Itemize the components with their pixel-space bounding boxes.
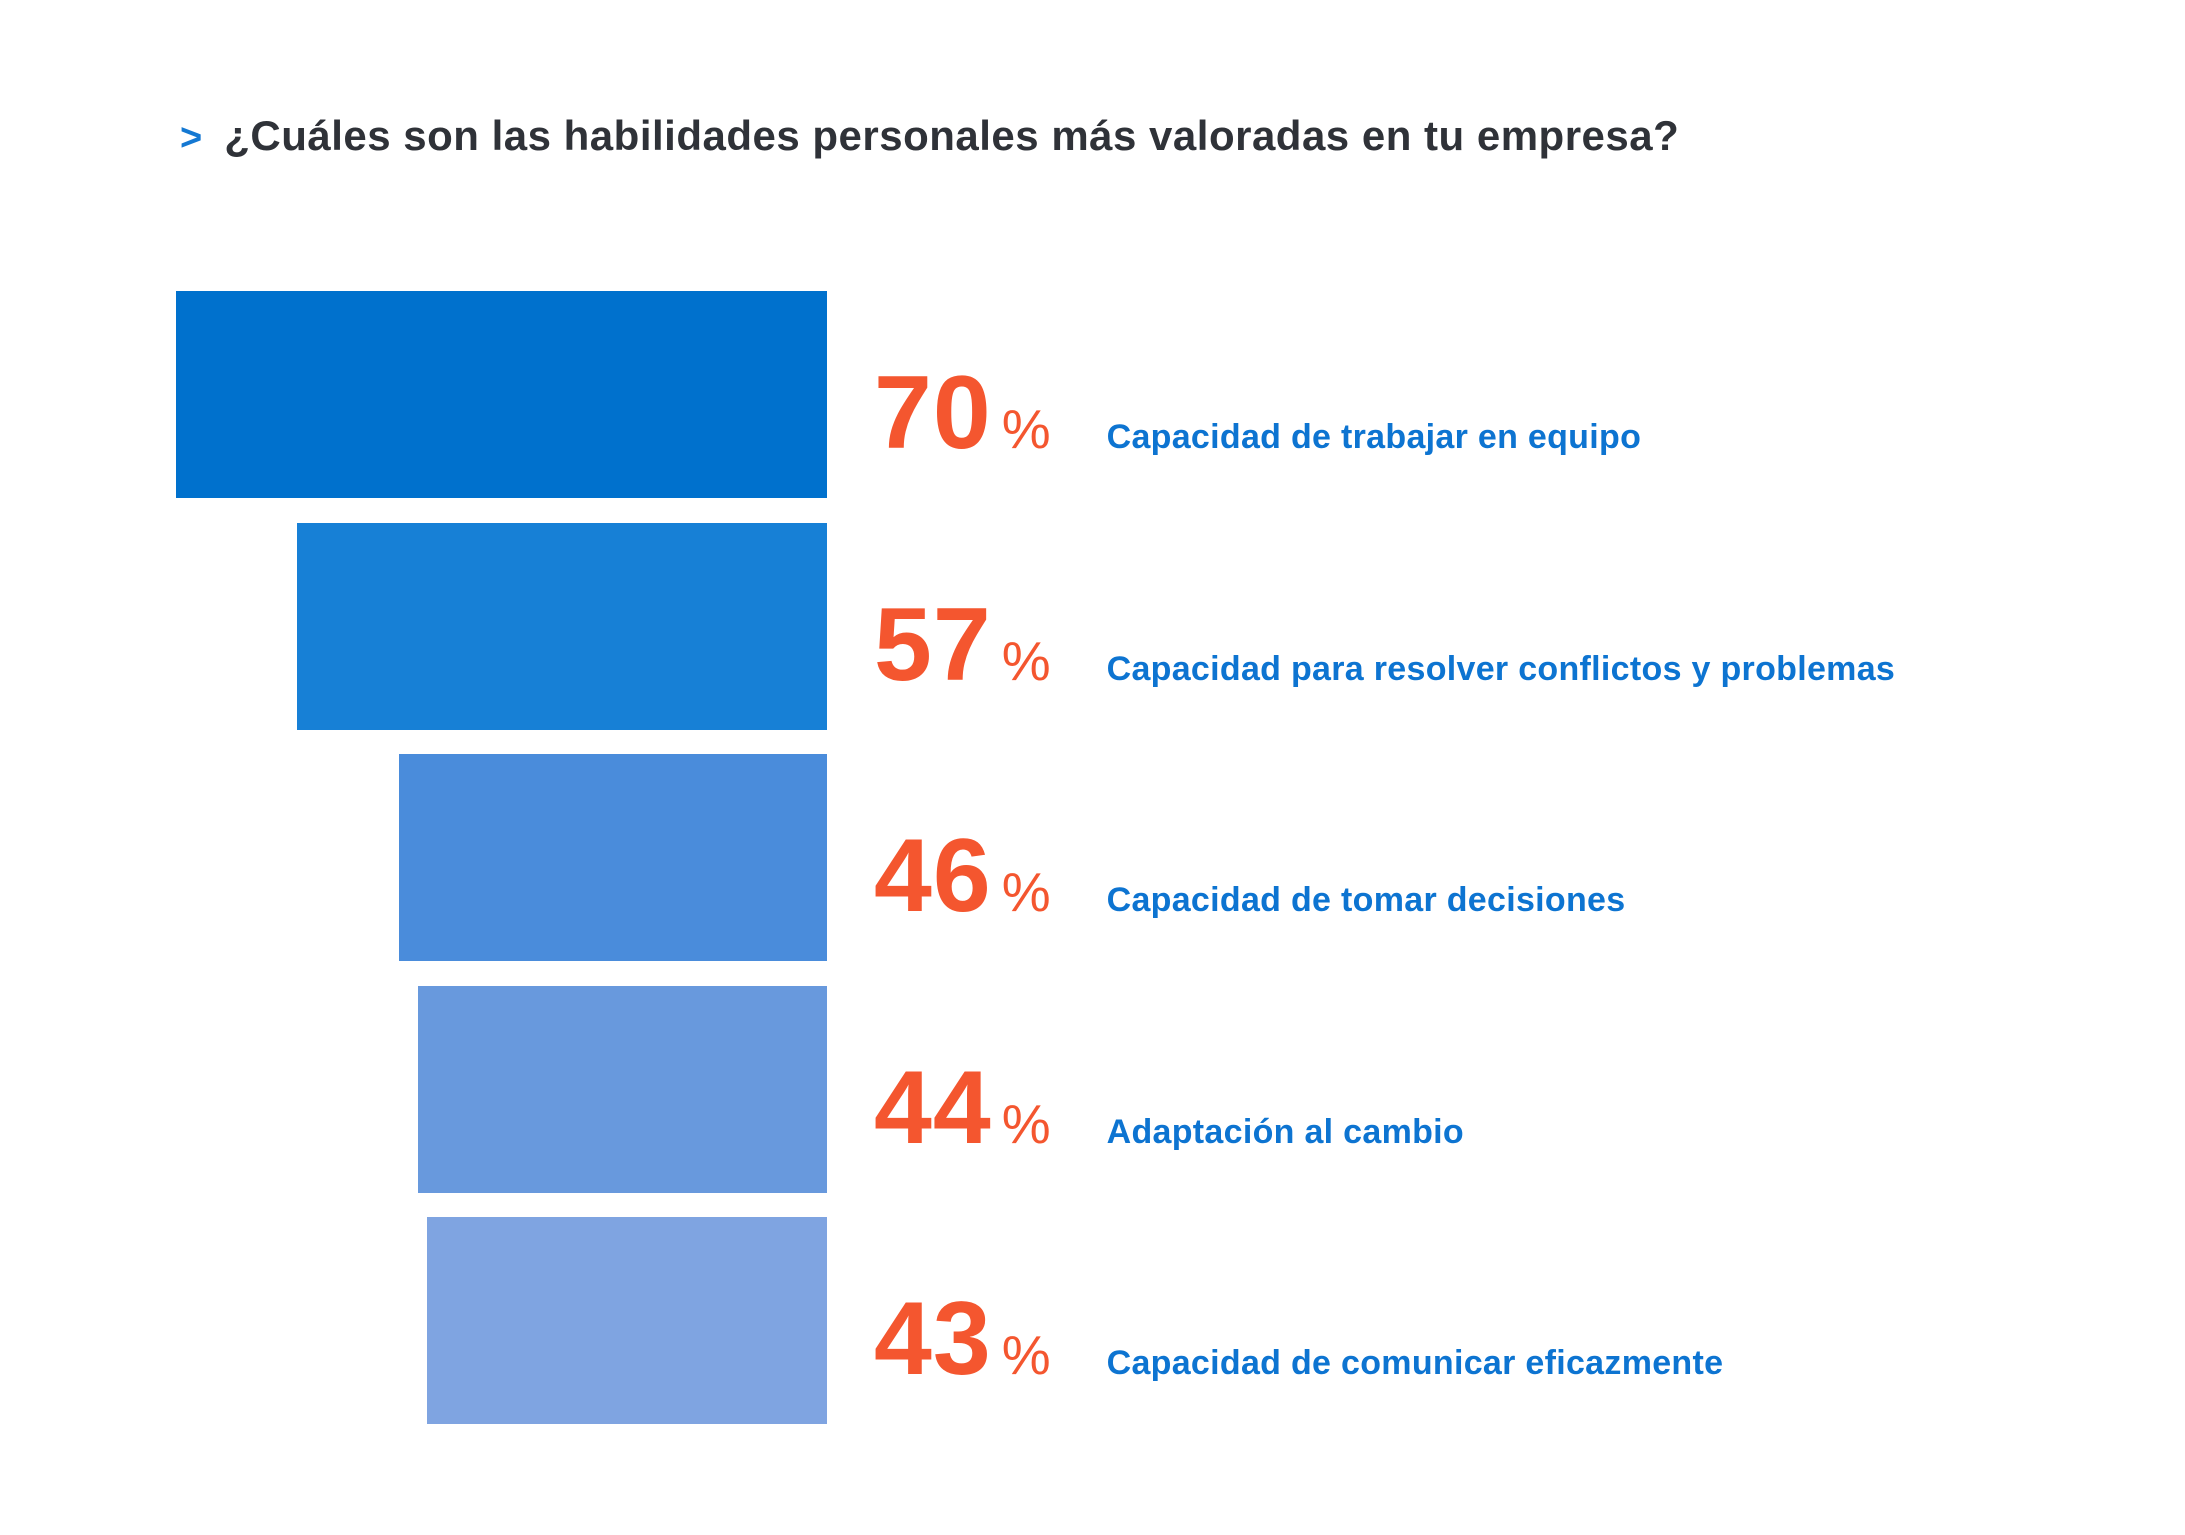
chart-row: 70 % Capacidad de trabajar en equipo	[0, 291, 2185, 498]
percent-sign: %	[1001, 1093, 1051, 1155]
percent-sign: %	[1001, 1324, 1051, 1386]
row-text: 70 % Capacidad de trabajar en equipo	[874, 361, 1641, 465]
value-number: 57	[874, 587, 992, 703]
chart-title: ¿Cuáles son las habilidades personales m…	[224, 112, 1680, 159]
bar	[418, 986, 827, 1193]
bar	[399, 754, 827, 961]
category-label: Capacidad de trabajar en equipo	[1106, 418, 1642, 456]
bar	[297, 523, 827, 730]
chevron-right-icon: >	[180, 117, 203, 159]
bar	[427, 1217, 827, 1424]
value-number: 46	[874, 818, 992, 934]
chart-row: 57 % Capacidad para resolver conflictos …	[0, 523, 2185, 730]
percent-sign: %	[1001, 398, 1051, 460]
category-label: Adaptación al cambio	[1106, 1113, 1464, 1151]
row-text: 46 % Capacidad de tomar decisiones	[874, 824, 1625, 928]
row-text: 57 % Capacidad para resolver conflictos …	[874, 593, 1895, 697]
chart-row: 44 % Adaptación al cambio	[0, 986, 2185, 1193]
value-number: 70	[874, 355, 992, 471]
percent-sign: %	[1001, 630, 1051, 692]
category-label: Capacidad de comunicar eficazmente	[1106, 1344, 1724, 1382]
value-number: 43	[874, 1281, 992, 1397]
chart-title-row: > ¿Cuáles son las habilidades personales…	[180, 112, 1679, 160]
bar	[176, 291, 827, 498]
category-label: Capacidad para resolver conflictos y pro…	[1106, 650, 1896, 688]
value-number: 44	[874, 1050, 992, 1166]
row-text: 43 % Capacidad de comunicar eficazmente	[874, 1287, 1723, 1391]
chart-row: 43 % Capacidad de comunicar eficazmente	[0, 1217, 2185, 1424]
percent-sign: %	[1001, 861, 1051, 923]
chart-row: 46 % Capacidad de tomar decisiones	[0, 754, 2185, 961]
row-text: 44 % Adaptación al cambio	[874, 1056, 1464, 1160]
category-label: Capacidad de tomar decisiones	[1106, 881, 1626, 919]
